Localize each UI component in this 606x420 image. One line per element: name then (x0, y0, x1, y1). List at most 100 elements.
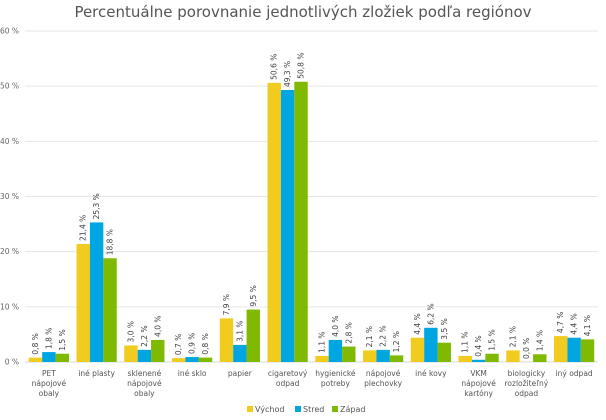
data-label: 0,4 % (474, 335, 483, 356)
bar (294, 81, 308, 363)
x-tick-label: iný odpad (556, 369, 593, 378)
legend-label: Východ (255, 405, 284, 414)
data-label: 4,4 % (413, 313, 422, 334)
legend-swatch (332, 406, 338, 412)
bar (376, 349, 390, 362)
bar (328, 339, 343, 362)
data-labels: 0,8 % 1,8 % 1,5 % 21,4 % 25,3 % 18,8 % 3,0 % 2,… (31, 53, 592, 359)
bar (389, 355, 404, 362)
bar (246, 309, 260, 362)
bar (580, 339, 595, 362)
data-label: 1,1 % (317, 331, 326, 352)
legend-swatch (247, 406, 253, 412)
data-label: 1,5 % (488, 329, 497, 350)
bar (410, 337, 425, 362)
bar (103, 258, 117, 362)
x-tick-label: iné sklo (178, 369, 207, 378)
bar (233, 344, 247, 362)
x-tick-label: nápojové (127, 379, 162, 388)
bar (76, 243, 90, 362)
data-label: 2,1 % (365, 326, 374, 347)
bar (458, 355, 472, 362)
data-label: 1,8 % (44, 328, 53, 349)
x-tick-label: VKM (470, 369, 487, 378)
bar (172, 358, 186, 362)
bars (28, 81, 595, 363)
data-label: 21,4 % (79, 215, 88, 241)
bar (137, 349, 152, 362)
bar (55, 353, 69, 362)
bar (533, 354, 547, 362)
data-label: 0,9 % (188, 333, 197, 354)
data-label: 50,6 % (270, 54, 279, 80)
data-label: 3,0 % (126, 321, 135, 342)
legend-label: Západ (340, 405, 365, 414)
data-label: 7,9 % (222, 294, 231, 315)
x-tick-label: plechovky (364, 379, 402, 388)
y-tick-label: 20 % (0, 247, 19, 256)
y-tick-label: 60 % (0, 27, 19, 36)
x-tick-label: papier (228, 369, 253, 378)
y-tick-label: 10 % (0, 302, 19, 311)
data-label: 2,8 % (344, 322, 353, 343)
data-label: 18,8 % (106, 229, 115, 255)
data-label: 50,8 % (297, 53, 306, 79)
x-tick-label: obaly (39, 389, 60, 398)
data-label: 2,2 % (379, 325, 388, 346)
bar (554, 336, 568, 362)
legend: Východ Stred Západ (247, 405, 365, 414)
bar (471, 359, 486, 362)
data-label: 25,3 % (92, 193, 101, 219)
chart-title: Percentuálne porovnanie jednotlivých zlo… (74, 3, 531, 21)
data-label: 0,7 % (174, 334, 183, 355)
x-tick-label: odpad (276, 379, 300, 388)
bar (89, 222, 104, 362)
bar (506, 350, 520, 362)
y-tick-label: 0 % (5, 358, 19, 367)
x-tick-label: nápojové (32, 379, 67, 388)
bar (151, 339, 165, 362)
bar (267, 82, 281, 363)
x-tick-label: iné plasty (78, 369, 115, 378)
y-tick-label: 50 % (0, 82, 19, 91)
data-label: 49,3 % (283, 61, 292, 87)
gridlines (25, 30, 598, 363)
data-label: 6,2 % (426, 303, 435, 324)
y-axis: 0 % 10 % 20 % 30 % 40 % 50 % 60 % (0, 27, 19, 367)
data-label: 4,7 % (556, 312, 565, 333)
x-tick-label: hygienické (315, 369, 356, 378)
x-tick-label: PET (42, 369, 56, 378)
data-label: 1,1 % (461, 331, 470, 352)
bar (342, 346, 356, 362)
data-label: 2,1 % (508, 326, 517, 347)
bar (363, 350, 377, 362)
data-label: 0,0 % (522, 338, 531, 359)
data-label: 3,1 % (235, 320, 244, 341)
y-tick-label: 40 % (0, 137, 19, 146)
bar (198, 357, 213, 362)
x-tick-label: sklenené (128, 369, 162, 378)
bar (42, 352, 56, 362)
data-label: 4,0 % (331, 315, 340, 336)
bar (424, 327, 438, 362)
bar (219, 318, 234, 362)
bar (28, 357, 43, 362)
y-tick-label: 30 % (0, 192, 19, 201)
x-tick-label: biologicky (508, 369, 546, 378)
bar (185, 357, 199, 362)
data-label: 1,4 % (535, 330, 544, 351)
x-tick-label: odpad (515, 389, 539, 398)
x-tick-label: potreby (321, 379, 351, 388)
bar (437, 342, 451, 362)
data-label: 3,5 % (440, 318, 449, 339)
bar (315, 355, 329, 362)
data-label: 4,1 % (583, 315, 592, 336)
data-label: 1,5 % (58, 329, 67, 350)
x-tick-label: nápojové (366, 369, 401, 378)
data-label: 2,2 % (140, 325, 149, 346)
bar (124, 345, 138, 362)
data-label: 4,4 % (570, 313, 579, 334)
bar (280, 90, 295, 363)
